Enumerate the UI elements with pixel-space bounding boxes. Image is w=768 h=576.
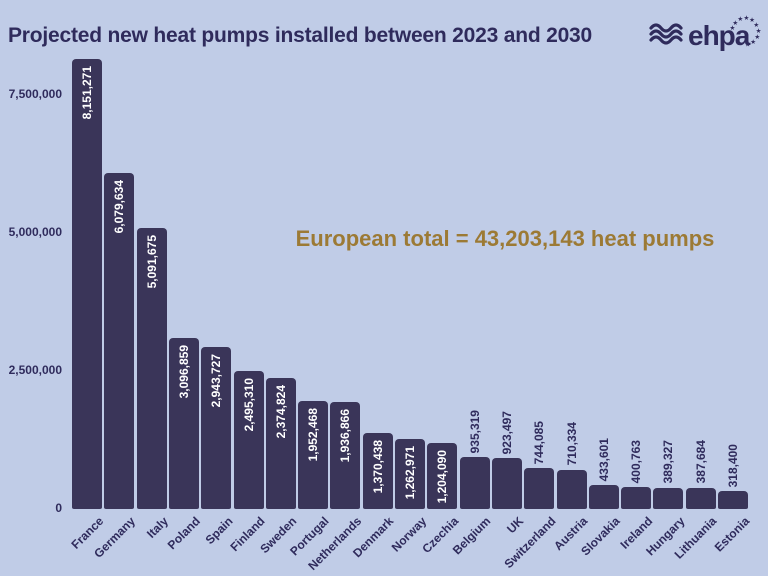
bar-value-label: 433,601 [596, 437, 611, 482]
bar-switzerland [524, 467, 555, 509]
svg-text:★: ★ [753, 21, 759, 29]
logo-text: ehpa [688, 20, 751, 51]
bar-netherlands [330, 402, 361, 509]
eu-stars-icon: ★ ★ ★ ★ ★ ★ ★ ★ ★ ★ [729, 14, 761, 49]
bar-value-label: 2,495,310 [241, 378, 256, 432]
bar-value-label: 318,400 [726, 444, 740, 488]
bar-sweden [265, 377, 296, 509]
svg-text:★: ★ [737, 15, 743, 23]
bar-value-label: 710,334 [564, 422, 579, 466]
bar-value-label: 923,497 [499, 410, 514, 455]
x-axis-label-estonia: Estonia [711, 514, 752, 555]
bar-value-label: 400,763 [629, 439, 644, 483]
svg-text:★: ★ [729, 24, 735, 32]
bar-value-label: 935,319 [467, 409, 482, 454]
bar-value-label: 1,936,866 [338, 409, 353, 463]
x-axis-label-poland: Poland [164, 514, 203, 553]
bar-value-label: 1,952,468 [306, 408, 321, 462]
bar-lithuania [685, 487, 716, 509]
bar-portugal [298, 401, 329, 509]
bar-denmark [362, 433, 393, 509]
bar-value-label: 8,151,271 [80, 66, 94, 120]
bar-value-label: 389,327 [661, 440, 676, 484]
bar-value-label: 1,370,438 [370, 440, 385, 494]
waves-icon [649, 23, 683, 45]
y-axis-tick-label: 5,000,000 [8, 225, 62, 239]
bar-value-label: 2,943,727 [209, 353, 224, 407]
bar-slovakia [588, 485, 619, 509]
bar-value-label: 5,091,675 [144, 234, 159, 289]
bar-germany [104, 173, 135, 509]
total-annotation: European total = 43,203,143 heat pumps [295, 226, 715, 251]
chart-title: Projected new heat pumps installed betwe… [8, 24, 593, 47]
svg-text:★: ★ [745, 41, 751, 49]
svg-text:★: ★ [750, 38, 756, 46]
y-axis-tick-label: 7,500,000 [8, 87, 62, 101]
svg-text:★: ★ [756, 27, 762, 35]
bar-estonia [718, 491, 748, 509]
svg-text:★: ★ [732, 19, 738, 27]
bar-spain [201, 346, 232, 509]
bar-belgium [459, 457, 490, 509]
bar-italy [136, 227, 167, 509]
y-axis-tick-label: 0 [55, 501, 62, 515]
svg-text:★: ★ [743, 14, 749, 22]
bar-czechia [427, 442, 458, 509]
x-axis-label-uk: UK [503, 514, 526, 537]
bar-value-label: 387,684 [693, 440, 708, 484]
bar-value-label: 3,096,859 [176, 345, 191, 399]
bar-uk [491, 458, 522, 509]
bar-poland [168, 338, 199, 509]
svg-text:★: ★ [754, 33, 760, 41]
bar-value-label: 744,085 [532, 420, 547, 464]
bar-ireland [621, 486, 652, 509]
x-axis-label-italy: Italy [143, 514, 171, 541]
bar-norway [395, 439, 425, 509]
bar-austria [556, 469, 587, 509]
bar-value-label: 1,262,971 [403, 446, 417, 500]
bar-value-label: 6,079,634 [112, 180, 127, 234]
bar-hungary [653, 487, 684, 509]
bar-value-label: 1,204,090 [435, 449, 450, 503]
bar-france [72, 59, 102, 509]
ehpa-logo: ehpa ★ ★ ★ ★ ★ ★ ★ ★ ★ ★ [649, 14, 762, 51]
bar-finland [233, 371, 264, 509]
svg-text:★: ★ [749, 16, 755, 24]
bar-value-label: 2,374,824 [273, 384, 288, 439]
y-axis-tick-label: 2,500,000 [8, 363, 62, 377]
